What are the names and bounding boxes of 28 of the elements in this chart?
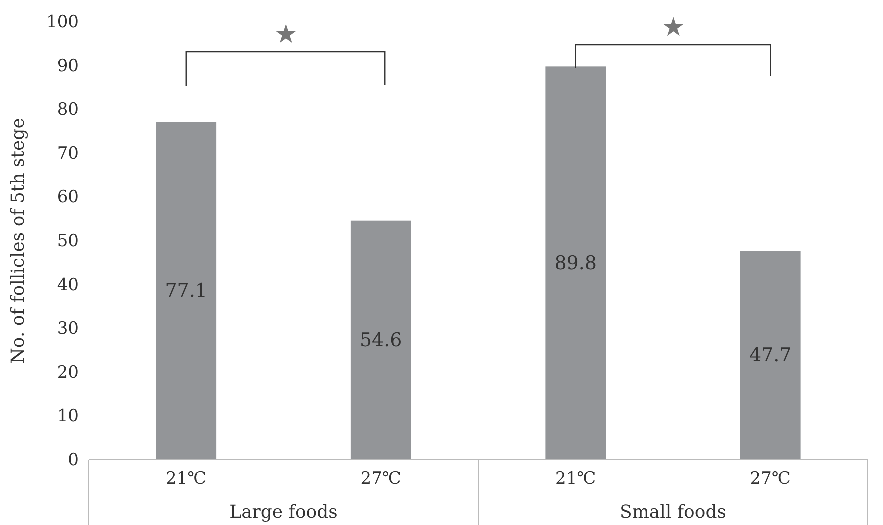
y-tick-label: 0 (68, 450, 79, 470)
text: Large foods (230, 502, 338, 523)
y-tick-label: 30 (57, 319, 79, 340)
annotation: ★ (662, 13, 685, 43)
y-tick-label: 60 (57, 188, 79, 208)
text: Small foods (620, 502, 726, 523)
y-axis-title: No. of follicles of 5th stege (8, 118, 29, 364)
bar (546, 66, 606, 460)
bar (156, 122, 217, 460)
y-tick-label: 70 (57, 144, 79, 164)
data-label: 47.7 (749, 344, 792, 367)
x-tick-label: 27℃ (360, 469, 402, 489)
data-label: 77.1 (165, 280, 208, 302)
x-tick-label: 21℃ (556, 469, 596, 489)
y-tick-label: 90 (57, 56, 79, 76)
bar (740, 251, 801, 460)
data-label: 89.8 (554, 252, 598, 274)
x-tick-label: 21℃ (166, 469, 207, 489)
y-tick-label: 10 (57, 406, 79, 427)
y-tick-label: 100 (46, 12, 79, 32)
data-label: 54.6 (360, 329, 402, 352)
y-tick-label: 40 (57, 275, 79, 296)
y-tick-label: 20 (57, 362, 79, 383)
y-tick-label: 80 (57, 100, 79, 120)
x-tick-label: 27℃ (750, 469, 791, 489)
bar (350, 220, 412, 460)
annotation: ★ (274, 20, 298, 50)
y-tick-label: 50 (57, 231, 79, 252)
